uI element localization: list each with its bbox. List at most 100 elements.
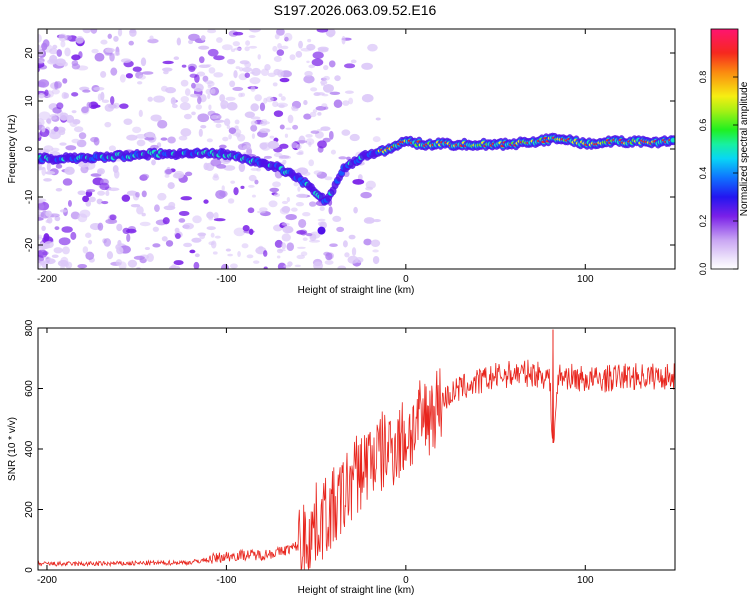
heatmap-cell [216, 115, 223, 119]
heatmap-cell [318, 47, 329, 53]
heatmap-cell [348, 234, 356, 240]
heatmap-cell [232, 31, 244, 36]
heatmap-cell [370, 239, 381, 248]
heatmap-cell [136, 205, 144, 215]
heatmap-cell [307, 38, 312, 43]
heatmap-cell [59, 142, 67, 146]
heatmap-cell [117, 29, 123, 37]
heatmap-cell [302, 237, 308, 241]
heatmap-cell [212, 251, 218, 255]
heatmap-cell [316, 29, 329, 33]
heatmap-cell [69, 119, 78, 127]
heatmap-cell [73, 126, 84, 133]
heatmap-cell [220, 104, 227, 110]
heatmap-cell [129, 29, 137, 37]
heatmap-cell [206, 226, 216, 231]
heatmap-cell [317, 140, 327, 149]
heatmap-cell [304, 70, 313, 77]
heatmap-cell [138, 109, 143, 118]
top-xtick-label: 100 [577, 274, 594, 285]
heatmap-cell [278, 155, 285, 160]
heatmap-cell [308, 159, 315, 167]
heatmap-cell [103, 238, 112, 247]
heatmap-cell [290, 207, 298, 212]
heatmap-cell [343, 63, 356, 69]
heatmap-cell [266, 128, 270, 132]
heatmap-cell [249, 29, 261, 33]
heatmap-cell [62, 61, 68, 67]
heatmap-cell [207, 110, 216, 117]
heatmap-cell [161, 236, 168, 242]
heatmap-cell [162, 60, 174, 65]
heatmap-cell [279, 143, 289, 149]
heatmap-cell [256, 210, 266, 214]
heatmap-cell [226, 124, 231, 129]
heatmap-cell [363, 217, 375, 224]
heatmap-cell [109, 214, 117, 221]
heatmap-cell [86, 189, 96, 193]
heatmap-cell [319, 206, 325, 212]
heatmap-cell [272, 181, 281, 188]
heatmap-cell [372, 136, 381, 143]
heatmap-cell [228, 127, 237, 134]
heatmap-cell [215, 123, 222, 129]
heatmap-cell [173, 260, 184, 266]
heatmap-cell [71, 92, 79, 97]
heatmap-cell [329, 91, 341, 96]
heatmap-cell [147, 38, 159, 44]
heatmap-cell [214, 235, 221, 239]
heatmap-cell [278, 104, 285, 109]
heatmap-cell [245, 40, 251, 46]
heatmap-cell [53, 126, 59, 132]
heatmap-cell [222, 136, 229, 142]
heatmap-cell [112, 102, 121, 109]
heatmap-cell [192, 215, 202, 224]
heatmap-cell [295, 202, 304, 207]
heatmap-cell [251, 67, 261, 76]
heatmap-cell [210, 232, 215, 238]
heatmap-cell [233, 70, 238, 79]
heatmap-cell [65, 145, 77, 151]
heatmap-cell [204, 80, 214, 85]
bottom-ytick-label: 400 [24, 440, 35, 457]
heatmap-cell [296, 246, 306, 249]
heatmap-cell [157, 192, 167, 201]
heatmap-cell [215, 189, 226, 199]
heatmap-cell [108, 145, 116, 152]
heatmap-cell [248, 184, 255, 188]
heatmap-cell [162, 217, 170, 225]
heatmap-cell [273, 55, 282, 62]
heatmap-cell [49, 115, 58, 121]
heatmap-cell [341, 129, 351, 136]
heatmap-cell [278, 93, 283, 98]
heatmap-cell [130, 203, 141, 208]
heatmap-cell [313, 261, 324, 269]
heatmap-cell [316, 129, 323, 132]
heatmap-cell [97, 190, 106, 196]
heatmap-cell [247, 207, 255, 214]
heatmap-cell [38, 199, 44, 204]
colorbar-tick-label: 0.0 [698, 263, 708, 276]
heatmap-cell [88, 196, 96, 203]
heatmap-cell [208, 241, 215, 246]
heatmap-cell [86, 101, 92, 109]
heatmap-cell [235, 66, 241, 70]
heatmap-cell [67, 199, 72, 207]
heatmap-cell [96, 198, 103, 205]
heatmap-cell [123, 118, 133, 125]
heatmap-cell [161, 67, 173, 72]
heatmap-cell [101, 200, 109, 205]
heatmap-cell [184, 88, 191, 96]
heatmap-cell [115, 259, 123, 266]
heatmap-cell [244, 72, 250, 78]
heatmap-cell [110, 96, 115, 105]
heatmap-cell [213, 120, 221, 123]
heatmap-cell [249, 77, 261, 85]
heatmap-cell [97, 222, 104, 231]
heatmap-cell [171, 264, 176, 269]
heatmap-cell [227, 253, 234, 257]
heatmap-cell [38, 202, 45, 211]
heatmap-cell [324, 260, 334, 265]
heatmap-cell [64, 47, 71, 57]
heatmap-cell [207, 84, 212, 89]
